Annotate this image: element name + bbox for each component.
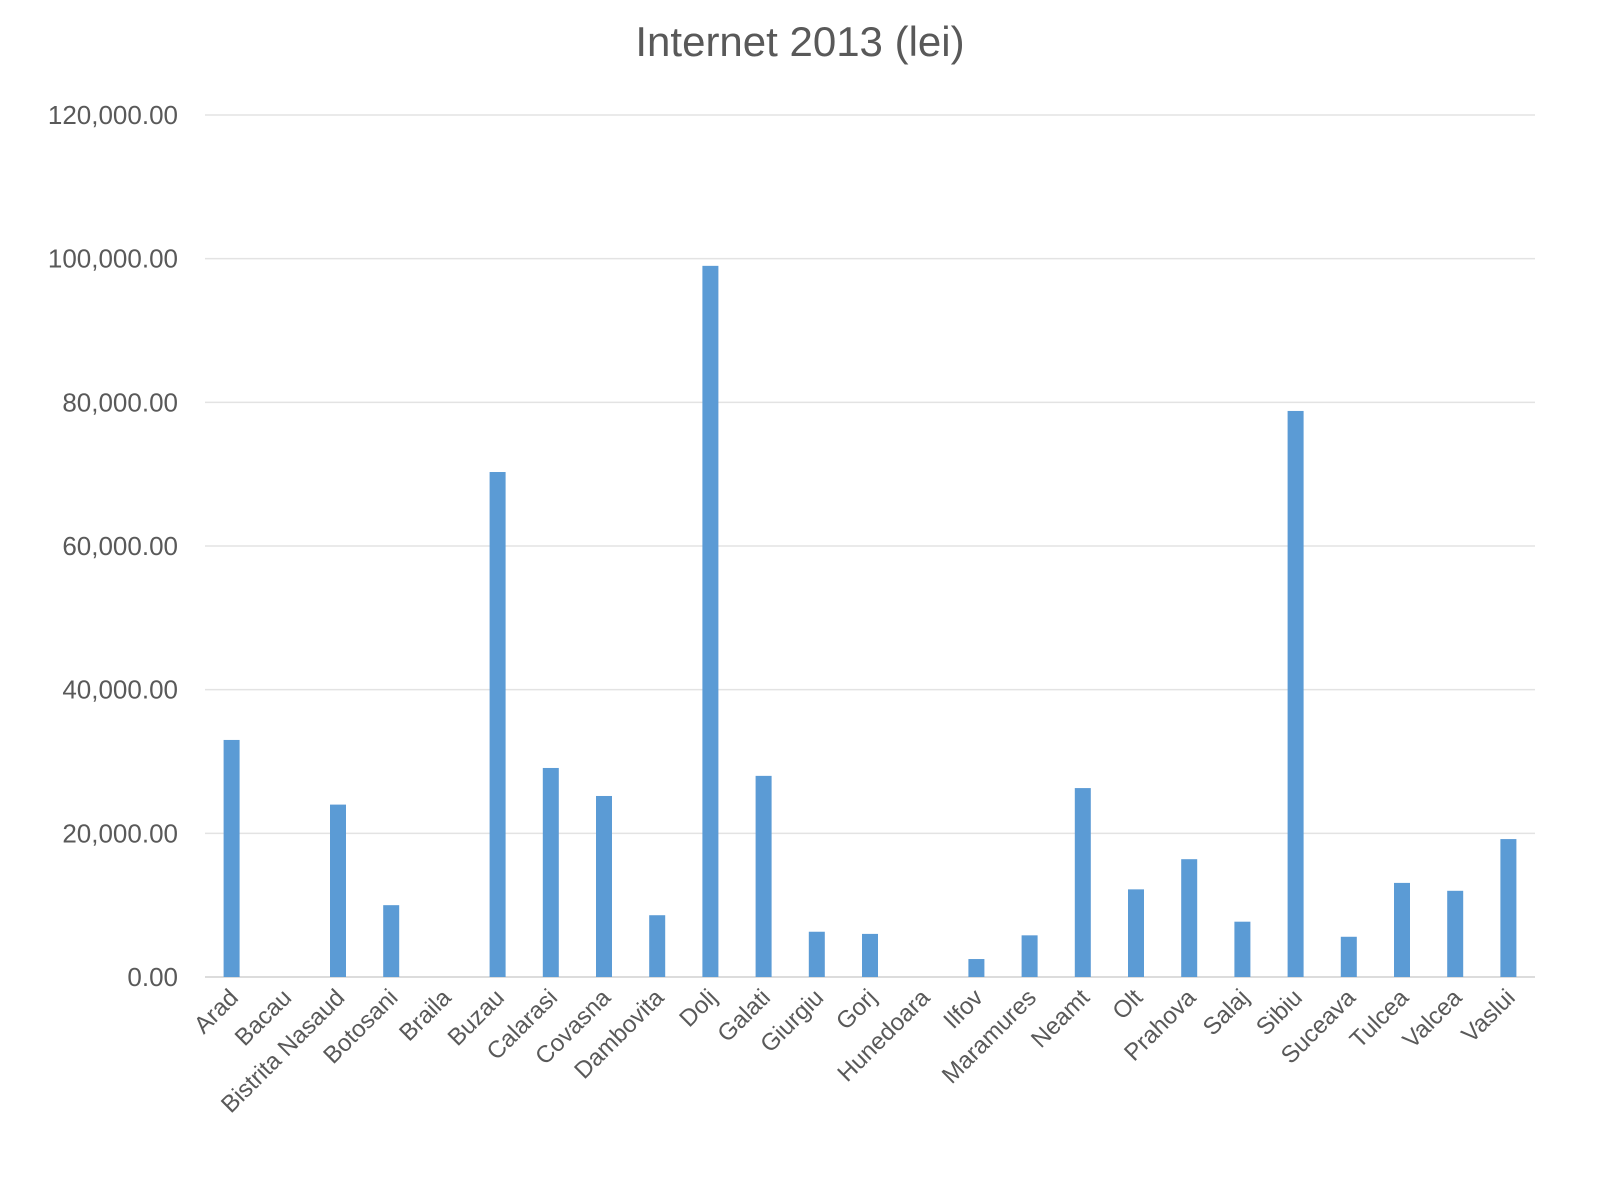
- bar-maramures: [1021, 935, 1038, 977]
- bar-olt: [1128, 889, 1144, 977]
- bar-giurgiu: [808, 931, 825, 977]
- y-axis-ticks: 0.00 20,000.00 40,000.00 60,000.00 80,000.00…: [48, 100, 178, 992]
- y-tick-label: 20,000.00: [62, 818, 178, 848]
- bar-suceava: [1340, 936, 1357, 977]
- bar-covasna: [596, 795, 612, 977]
- chart-title: Internet 2013 (lei): [635, 18, 965, 65]
- bar-galati: [755, 775, 772, 977]
- y-tick-label: 0.00: [127, 962, 178, 992]
- y-tick-label: 40,000.00: [62, 675, 178, 705]
- x-tick-label: Olt: [1107, 984, 1148, 1025]
- bar-ilfov: [968, 959, 985, 977]
- y-tick-label: 80,000.00: [62, 387, 178, 417]
- x-tick-label: Tulcea: [1345, 984, 1415, 1054]
- y-tick-label: 120,000.00: [48, 100, 178, 130]
- bar-bistrita-nasaud: [330, 804, 346, 977]
- bar-sibiu: [1287, 410, 1304, 977]
- bar-prahova: [1181, 859, 1198, 977]
- bar-botosani: [383, 905, 400, 977]
- bar-buzau: [489, 472, 506, 977]
- x-tick-label: Neamt: [1026, 984, 1095, 1053]
- bar-valcea: [1447, 890, 1464, 977]
- bar-neamt: [1074, 788, 1091, 977]
- gridlines: [205, 114, 1535, 978]
- bars: [223, 265, 1517, 978]
- bar-salaj: [1234, 921, 1251, 977]
- bar-vaslui: [1500, 839, 1517, 977]
- bar-dambovita: [649, 915, 666, 977]
- bar-gorj: [862, 933, 878, 977]
- y-tick-label: 100,000.00: [48, 244, 178, 274]
- x-tick-label: Salaj: [1198, 984, 1255, 1041]
- x-tick-label: Valcea: [1398, 984, 1468, 1054]
- x-tick-label: Vaslui: [1457, 984, 1521, 1048]
- bar-arad: [223, 739, 240, 977]
- bar-calarasi: [542, 767, 559, 977]
- bar-dolj: [702, 265, 719, 978]
- y-tick-label: 60,000.00: [62, 531, 178, 561]
- bar-tulcea: [1394, 882, 1410, 977]
